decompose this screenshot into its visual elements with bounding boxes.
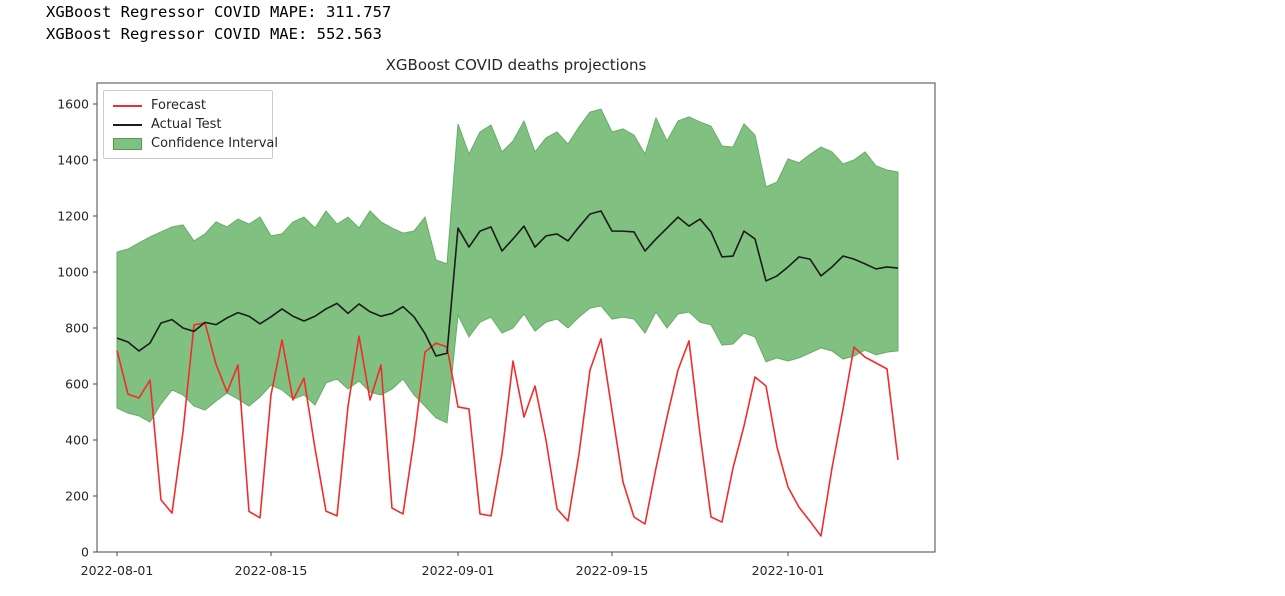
mape-text: XGBoost Regressor COVID MAPE: 311.757 (46, 3, 392, 21)
y-tick-label: 400 (65, 433, 89, 448)
chart-title: XGBoost COVID deaths projections (385, 56, 647, 74)
y-tick-label: 600 (65, 377, 89, 392)
console-output: XGBoost Regressor COVID MAPE: 311.757 XG… (46, 1, 391, 45)
x-tick-label: 2022-09-15 (576, 563, 649, 578)
actual-test-line (116, 210, 899, 357)
chart-legend: Forecast Actual Test Confidence Interval (103, 90, 278, 159)
legend-item-forecast: Forecast (113, 96, 268, 115)
x-tick-label: 2022-09-01 (422, 563, 495, 578)
legend-item-actual-test: Actual Test (113, 115, 268, 134)
forecast-line-swatch (113, 104, 142, 107)
y-tick-label: 1200 (57, 209, 89, 224)
legend-item-confidence-interval: Confidence Interval (113, 134, 278, 153)
y-tick-label: 1400 (57, 153, 89, 168)
confidence-band (116, 108, 899, 424)
y-tick-label: 1000 (57, 265, 89, 280)
y-tick-label: 200 (65, 489, 89, 504)
mae-text: XGBoost Regressor COVID MAE: 552.563 (46, 25, 382, 43)
y-tick-label: 1600 (57, 97, 89, 112)
actual-test-line-swatch (113, 123, 142, 126)
forecast-line (116, 322, 899, 537)
confidence-interval-swatch (113, 137, 142, 150)
y-tick-label: 0 (81, 545, 89, 560)
x-tick-label: 2022-08-15 (235, 563, 308, 578)
y-tick-label: 800 (65, 321, 89, 336)
legend-label: Forecast (151, 98, 207, 113)
x-tick-label: 2022-10-01 (752, 563, 825, 578)
x-tick-label: 2022-08-01 (81, 563, 154, 578)
legend-label: Actual Test (151, 117, 222, 132)
plot-border (96, 82, 936, 553)
legend-label: Confidence Interval (151, 136, 279, 151)
